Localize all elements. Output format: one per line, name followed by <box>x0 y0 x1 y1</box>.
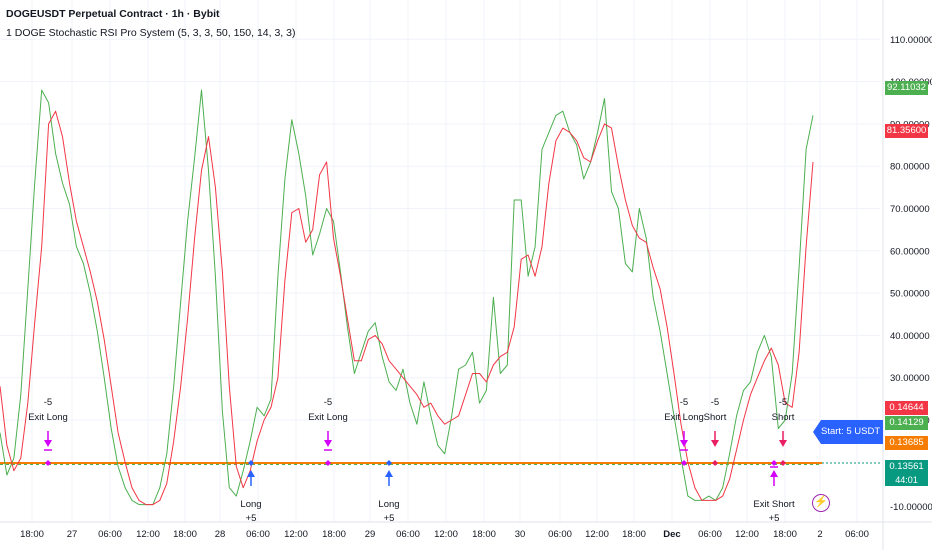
y-tick-label: 70.00000 <box>890 204 930 215</box>
trade-arrow-head <box>385 470 393 477</box>
x-tick-label: 06:00 <box>98 529 122 540</box>
baseline-marker <box>780 460 786 466</box>
series-line-d <box>0 110 814 506</box>
start-position-tag[interactable]: Start: 5 USDT | TP <box>813 420 883 444</box>
y-tick-label: 110.00000 <box>890 35 932 46</box>
x-tick-label: 12:00 <box>136 529 160 540</box>
x-tick-label: 06:00 <box>698 529 722 540</box>
trade-qty-label: +5 <box>384 513 395 524</box>
y-tick-label: 30.00000 <box>890 373 930 384</box>
x-tick-label: 18:00 <box>20 529 44 540</box>
x-tick-label: 06:00 <box>548 529 572 540</box>
x-tick-label: 18:00 <box>472 529 496 540</box>
trade-label: Long <box>240 499 261 510</box>
baseline-marker <box>681 460 687 466</box>
k-value-badge: 92.11032 <box>885 81 928 95</box>
x-tick-label: 28 <box>215 529 226 540</box>
trade-label: Short <box>704 412 727 423</box>
trade-label: Exit Short <box>753 499 795 510</box>
x-tick-label: 06:00 <box>845 529 869 540</box>
x-tick-label: 06:00 <box>396 529 420 540</box>
baseline-marker <box>325 460 331 466</box>
trade-arrow-head <box>247 470 255 477</box>
series-line-k <box>0 89 814 506</box>
trade-arrow-head <box>779 440 787 447</box>
trade-arrow-head <box>44 440 52 447</box>
x-tick-label: 18:00 <box>322 529 346 540</box>
last-price-badge: 0.13561 <box>885 460 928 474</box>
lightning-icon[interactable]: ⚡ <box>812 494 830 512</box>
x-tick-label: 18:00 <box>622 529 646 540</box>
baseline-marker <box>386 460 392 466</box>
symbol-title[interactable]: DOGEUSDT Perpetual Contract · 1h · Bybit <box>6 8 220 20</box>
trade-qty-label: -5 <box>779 397 787 408</box>
d-value-badge: 81.35600 <box>885 124 928 138</box>
y-tick-label: 40.00000 <box>890 331 930 342</box>
trade-arrow-head <box>324 440 332 447</box>
trade-label: Short <box>772 412 795 423</box>
trade-label: Long <box>378 499 399 510</box>
x-tick-label: 12:00 <box>585 529 609 540</box>
x-tick-label: 12:00 <box>735 529 759 540</box>
trade-qty-label: -5 <box>711 397 719 408</box>
trade-qty-label: -5 <box>324 397 332 408</box>
x-tick-label: 27 <box>67 529 78 540</box>
x-tick-label: 18:00 <box>773 529 797 540</box>
x-tick-label: 29 <box>365 529 376 540</box>
y-tick-label: 80.00000 <box>890 162 930 173</box>
baseline-marker <box>248 460 254 466</box>
price-badge-orange: 0.13685 <box>885 436 928 450</box>
trade-qty-label: -5 <box>44 397 52 408</box>
trade-arrow-head <box>680 440 688 447</box>
baseline-marker <box>45 460 51 466</box>
x-tick-label: 12:00 <box>284 529 308 540</box>
trade-qty-label: +5 <box>246 513 257 524</box>
price-badge-red: 0.14644 <box>885 401 928 415</box>
trade-arrow-head <box>770 470 778 477</box>
y-tick-label: 60.00000 <box>890 246 930 257</box>
x-tick-label: 18:00 <box>173 529 197 540</box>
bar-countdown: 44:01 <box>885 474 928 486</box>
trade-label: Exit Long <box>664 412 704 423</box>
y-tick-label: 50.00000 <box>890 289 930 300</box>
baseline-marker <box>712 460 718 466</box>
x-tick-label: 06:00 <box>246 529 270 540</box>
trade-label: Exit Long <box>28 412 68 423</box>
x-tick-label: 30 <box>515 529 526 540</box>
x-tick-label: 12:00 <box>434 529 458 540</box>
trade-arrow-head <box>711 440 719 447</box>
x-tick-label: Dec <box>663 529 680 540</box>
price-badge-green: 0.14129 <box>885 416 928 430</box>
trade-qty-label: +5 <box>769 513 780 524</box>
baseline-marker <box>771 460 777 466</box>
trade-qty-label: -5 <box>680 397 688 408</box>
study-legend[interactable]: 1 DOGE Stochastic RSI Pro System (5, 3, … <box>6 27 296 39</box>
x-tick-label: 2 <box>817 529 822 540</box>
y-tick-label: -10.00000 <box>890 502 932 513</box>
trade-label: Exit Long <box>308 412 348 423</box>
